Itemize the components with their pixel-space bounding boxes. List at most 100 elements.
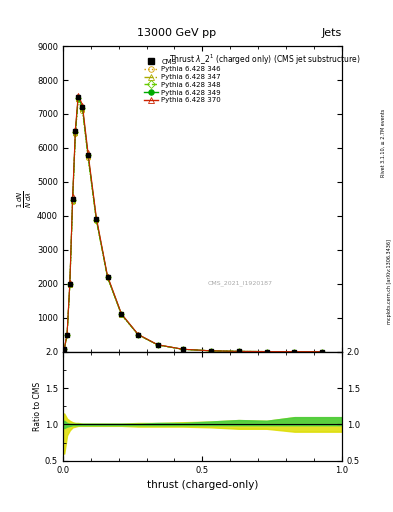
Line: Pythia 6.428 370: Pythia 6.428 370	[62, 93, 325, 354]
Pythia 6.428 347	[136, 332, 141, 338]
Pythia 6.428 347	[86, 154, 90, 160]
Pythia 6.428 346	[80, 108, 85, 114]
Text: CMS_2021_I1920187: CMS_2021_I1920187	[208, 281, 273, 286]
Pythia 6.428 349	[62, 346, 67, 352]
Y-axis label: Ratio to CMS: Ratio to CMS	[33, 381, 42, 431]
Pythia 6.428 370	[208, 348, 213, 354]
Pythia 6.428 348	[65, 332, 70, 338]
Pythia 6.428 348	[292, 349, 297, 355]
Pythia 6.428 370	[292, 349, 297, 355]
CMS	[292, 349, 297, 355]
Pythia 6.428 349	[136, 332, 141, 338]
Line: Pythia 6.428 348: Pythia 6.428 348	[62, 96, 325, 354]
Text: Rivet 3.1.10, ≥ 2.7M events: Rivet 3.1.10, ≥ 2.7M events	[381, 109, 386, 178]
CMS	[94, 216, 99, 222]
CMS	[68, 281, 72, 287]
CMS	[180, 346, 185, 352]
Pythia 6.428 346	[236, 348, 241, 354]
Line: CMS: CMS	[62, 95, 325, 354]
Pythia 6.428 348	[136, 332, 141, 338]
Pythia 6.428 348	[68, 281, 72, 287]
CMS	[320, 349, 325, 355]
Line: Pythia 6.428 347: Pythia 6.428 347	[62, 97, 325, 354]
Pythia 6.428 349	[73, 128, 78, 134]
Pythia 6.428 346	[62, 346, 67, 352]
Pythia 6.428 347	[62, 346, 67, 352]
CMS	[65, 332, 70, 338]
Pythia 6.428 346	[65, 332, 70, 338]
Pythia 6.428 349	[70, 196, 75, 202]
Pythia 6.428 346	[73, 131, 78, 137]
Pythia 6.428 349	[105, 274, 110, 280]
CMS	[86, 152, 90, 158]
Pythia 6.428 370	[320, 349, 325, 355]
X-axis label: thrust (charged-only): thrust (charged-only)	[147, 480, 258, 490]
Text: mcplots.cern.ch [arXiv:1306.3436]: mcplots.cern.ch [arXiv:1306.3436]	[387, 239, 391, 324]
Pythia 6.428 349	[264, 349, 269, 355]
Pythia 6.428 349	[236, 348, 241, 354]
Text: 13000 GeV pp: 13000 GeV pp	[137, 28, 217, 38]
Pythia 6.428 347	[292, 349, 297, 355]
Pythia 6.428 348	[119, 311, 124, 317]
Pythia 6.428 348	[320, 349, 325, 355]
Pythia 6.428 347	[73, 130, 78, 136]
Pythia 6.428 349	[155, 342, 160, 348]
Pythia 6.428 347	[80, 106, 85, 112]
CMS	[119, 311, 124, 317]
Pythia 6.428 349	[80, 104, 85, 110]
Pythia 6.428 370	[105, 273, 110, 279]
Pythia 6.428 349	[86, 152, 90, 158]
Pythia 6.428 348	[236, 348, 241, 354]
CMS	[70, 196, 75, 202]
Pythia 6.428 349	[94, 216, 99, 222]
Pythia 6.428 349	[180, 346, 185, 352]
Pythia 6.428 347	[155, 342, 160, 348]
Pythia 6.428 346	[136, 332, 141, 338]
Pythia 6.428 370	[68, 279, 72, 285]
Text: Thrust $\lambda\_2^1$ (charged only) (CMS jet substructure): Thrust $\lambda\_2^1$ (charged only) (CM…	[169, 52, 360, 67]
Pythia 6.428 346	[208, 348, 213, 354]
Pythia 6.428 348	[86, 153, 90, 159]
CMS	[236, 348, 241, 354]
Pythia 6.428 349	[320, 349, 325, 355]
Pythia 6.428 347	[105, 274, 110, 281]
Pythia 6.428 348	[180, 346, 185, 352]
Pythia 6.428 347	[264, 349, 269, 355]
Pythia 6.428 347	[70, 198, 75, 204]
Pythia 6.428 349	[65, 332, 70, 338]
Pythia 6.428 370	[155, 342, 160, 348]
Pythia 6.428 346	[119, 312, 124, 318]
Y-axis label: $\frac{1}{N}\frac{dN}{d\lambda}$: $\frac{1}{N}\frac{dN}{d\lambda}$	[16, 190, 34, 208]
Pythia 6.428 347	[76, 96, 81, 102]
Pythia 6.428 370	[86, 150, 90, 156]
Pythia 6.428 346	[264, 349, 269, 355]
Pythia 6.428 349	[68, 281, 72, 287]
Pythia 6.428 370	[119, 311, 124, 317]
Pythia 6.428 346	[70, 199, 75, 205]
Pythia 6.428 348	[94, 217, 99, 223]
Legend: CMS, Pythia 6.428 346, Pythia 6.428 347, Pythia 6.428 348, Pythia 6.428 349, Pyt: CMS, Pythia 6.428 346, Pythia 6.428 347,…	[145, 59, 221, 103]
Pythia 6.428 370	[65, 331, 70, 337]
Pythia 6.428 370	[62, 346, 67, 352]
Pythia 6.428 370	[236, 348, 241, 354]
Pythia 6.428 346	[94, 218, 99, 224]
Pythia 6.428 347	[180, 346, 185, 352]
Pythia 6.428 346	[155, 342, 160, 348]
Pythia 6.428 347	[320, 349, 325, 355]
Pythia 6.428 346	[105, 275, 110, 281]
CMS	[208, 348, 213, 354]
Pythia 6.428 348	[155, 342, 160, 348]
CMS	[76, 94, 81, 100]
CMS	[62, 346, 67, 352]
Pythia 6.428 348	[80, 105, 85, 111]
Pythia 6.428 370	[264, 349, 269, 355]
CMS	[105, 274, 110, 280]
Pythia 6.428 347	[119, 312, 124, 318]
CMS	[155, 342, 160, 348]
Pythia 6.428 347	[208, 348, 213, 354]
Pythia 6.428 370	[136, 331, 141, 337]
Pythia 6.428 346	[180, 346, 185, 352]
Pythia 6.428 346	[76, 97, 81, 103]
Pythia 6.428 349	[119, 311, 124, 317]
Text: Jets: Jets	[321, 28, 342, 38]
